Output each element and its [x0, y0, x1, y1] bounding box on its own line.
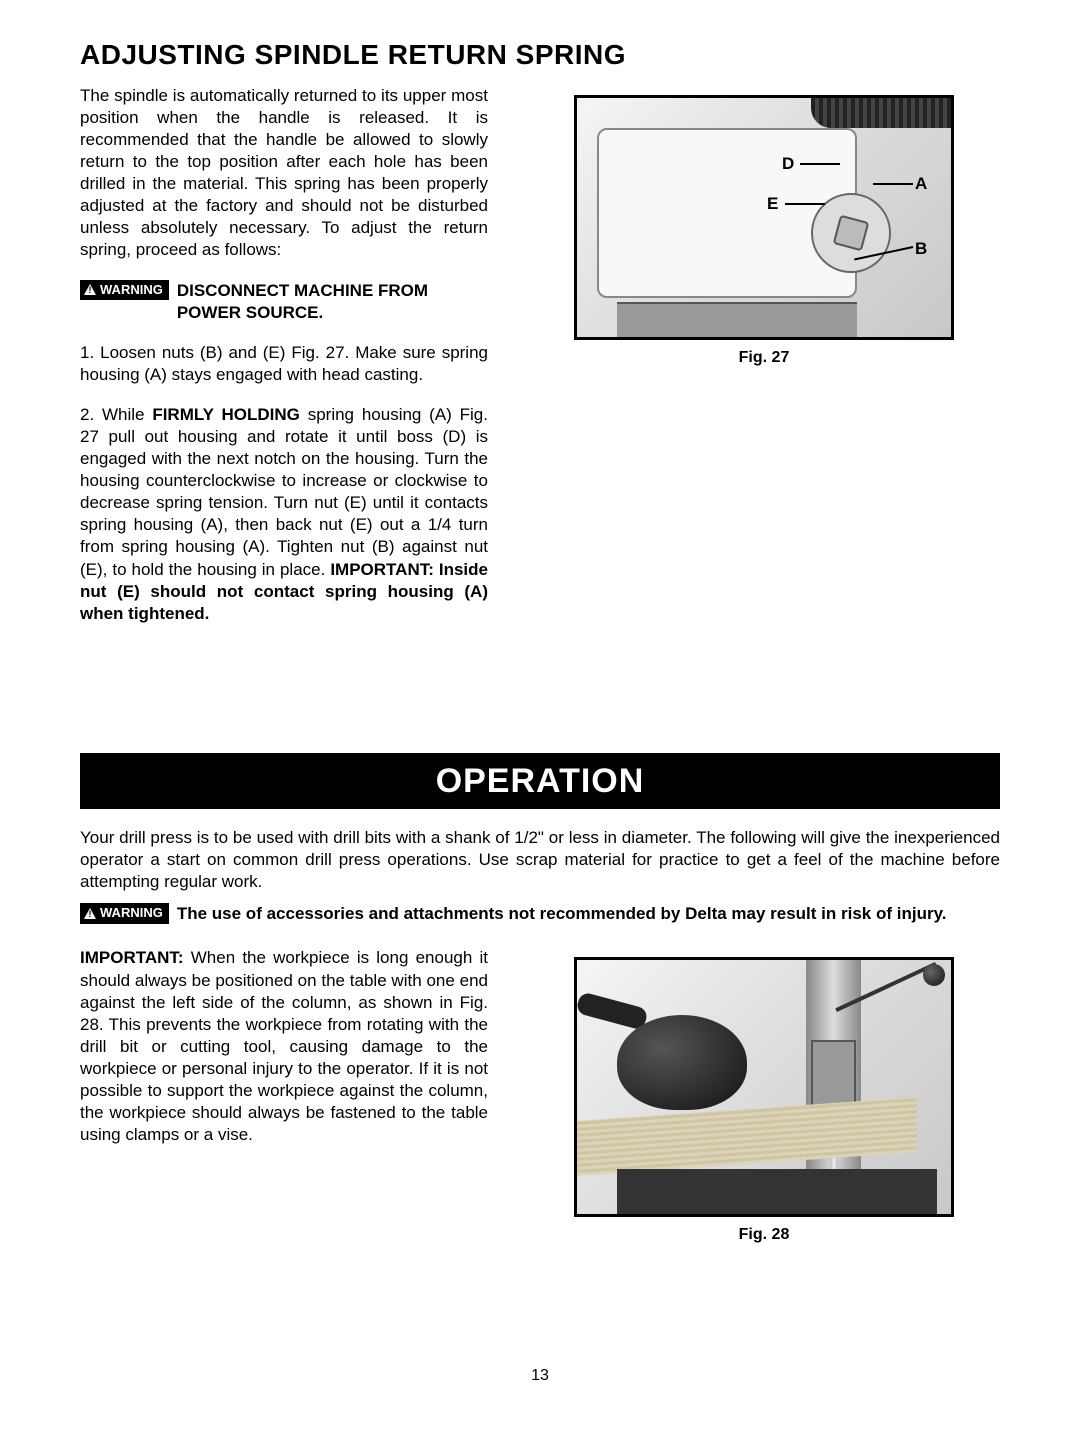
callout-D-label: D [782, 154, 794, 173]
important-workpiece: IMPORTANT: When the workpiece is long en… [80, 947, 488, 1146]
warning-accessories: WARNING The use of accessories and attac… [80, 903, 1000, 925]
callout-A: A [915, 173, 927, 195]
callout-line [785, 203, 825, 205]
fig28-handle-knob [923, 964, 945, 986]
callout-D: D [782, 153, 794, 175]
callout-E: E [767, 193, 778, 215]
step2-prefix: 2. While [80, 405, 152, 424]
figure-28 [574, 957, 954, 1217]
section-title-spindle: ADJUSTING SPINDLE RETURN SPRING [80, 40, 1000, 71]
callout-B: B [915, 238, 927, 260]
fig27-cable [811, 98, 951, 128]
section2-text-column: IMPORTANT: When the workpiece is long en… [80, 947, 488, 1164]
callout-A-label: A [915, 174, 927, 193]
callout-line [873, 183, 913, 185]
step2-firmly-holding: FIRMLY HOLDING [152, 405, 300, 424]
warning-badge: WARNING [80, 903, 169, 924]
section1-layout: The spindle is automatically returned to… [80, 85, 1000, 643]
warning-accessories-text: The use of accessories and attachments n… [177, 903, 947, 925]
operation-banner: OPERATION [80, 753, 1000, 809]
figure-28-caption: Fig. 28 [739, 1225, 790, 1246]
fig28-lamp [617, 1015, 747, 1110]
section2-layout: IMPORTANT: When the workpiece is long en… [80, 947, 1000, 1246]
figure-27-caption: Fig. 27 [739, 348, 790, 369]
section1-figure-column: D A E B Fig. 27 [528, 85, 1000, 369]
section2-figure-column: Fig. 28 [528, 947, 1000, 1246]
fig28-chuck [811, 1040, 856, 1110]
figure-27: D A E B [574, 95, 954, 340]
warning-disconnect-text: DISCONNECT MACHINE FROM POWER SOURCE. [177, 280, 488, 324]
callout-line [800, 163, 840, 165]
warning-triangle-icon [84, 908, 96, 919]
fig28-lamp-neck [575, 992, 648, 1031]
callout-E-label: E [767, 194, 778, 213]
operation-intro: Your drill press is to be used with dril… [80, 827, 1000, 893]
warning-triangle-icon [84, 284, 96, 295]
step2-body: spring housing (A) Fig. 27 pull out hous… [80, 405, 488, 579]
important-text: When the workpiece is long enough it sho… [80, 948, 488, 1144]
warning-label: WARNING [100, 905, 163, 922]
step-1: 1. Loosen nuts (B) and (E) Fig. 27. Make… [80, 342, 488, 386]
page-number: 13 [80, 1366, 1000, 1387]
fig28-table-base [617, 1169, 937, 1214]
fig27-base [617, 302, 857, 337]
section1-text-column: The spindle is automatically returned to… [80, 85, 488, 643]
warning-badge: WARNING [80, 280, 169, 301]
warning-disconnect: WARNING DISCONNECT MACHINE FROM POWER SO… [80, 280, 488, 324]
fig28-workpiece [577, 1098, 917, 1177]
callout-B-label: B [915, 239, 927, 258]
warning-label: WARNING [100, 282, 163, 299]
step-2: 2. While FIRMLY HOLDING spring housing (… [80, 404, 488, 625]
important-label: IMPORTANT: [80, 948, 184, 967]
section1-intro: The spindle is automatically returned to… [80, 85, 488, 262]
